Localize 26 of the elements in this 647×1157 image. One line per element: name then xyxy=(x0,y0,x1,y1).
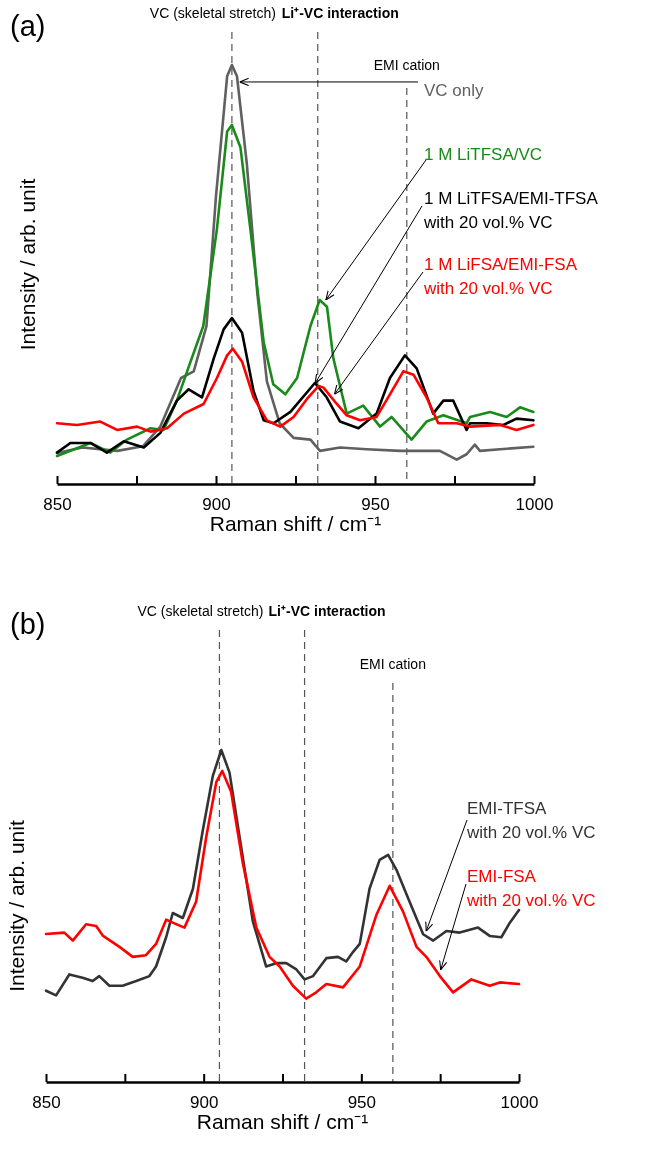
text: 1 M LiTFSA/VC xyxy=(424,145,543,164)
x-tick-label: 1000 xyxy=(500,1093,539,1113)
text: EMI-TFSA with 20 vol.% VC xyxy=(466,799,596,842)
text: VC only xyxy=(424,81,485,100)
x-axis-title: Raman shift / cm⁻¹ xyxy=(209,512,382,535)
y-axis-title: Intensity / arb. unit xyxy=(5,820,28,992)
y-axis-title: Intensity / arb. unit xyxy=(16,178,39,351)
ref-line-label: Li⁺-VC interaction xyxy=(281,5,399,21)
ref-line-label: VC (skeletal stretch) xyxy=(137,603,264,619)
ref-line-label: EMI cation xyxy=(373,57,440,73)
x-tick-label: 950 xyxy=(347,1093,377,1113)
x-tick-label: 1000 xyxy=(515,495,554,515)
ref-line-label: VC (skeletal stretch) xyxy=(149,5,276,21)
x-tick-label: 900 xyxy=(189,1093,219,1113)
text: 1 M LiTFSA/EMI-TFSA with 20 vol.% VC xyxy=(423,189,599,232)
x-axis-title: Raman shift / cm⁻¹ xyxy=(196,1110,369,1133)
chart-title: (a) xyxy=(10,10,46,42)
x-tick-label: 850 xyxy=(43,495,72,515)
text: EMI-FSA with 20 vol.% VC xyxy=(466,867,596,910)
x-tick-label: 950 xyxy=(361,495,390,515)
ref-line-label: EMI cation xyxy=(359,656,426,672)
text: 1 M LiFSA/EMI-FSA with 20 vol.% VC xyxy=(423,255,578,298)
chart-title: (b) xyxy=(10,608,46,640)
x-tick-label: 850 xyxy=(32,1093,61,1113)
x-tick-label: 900 xyxy=(202,495,231,515)
ref-line-label: Li⁺-VC interaction xyxy=(268,603,386,619)
